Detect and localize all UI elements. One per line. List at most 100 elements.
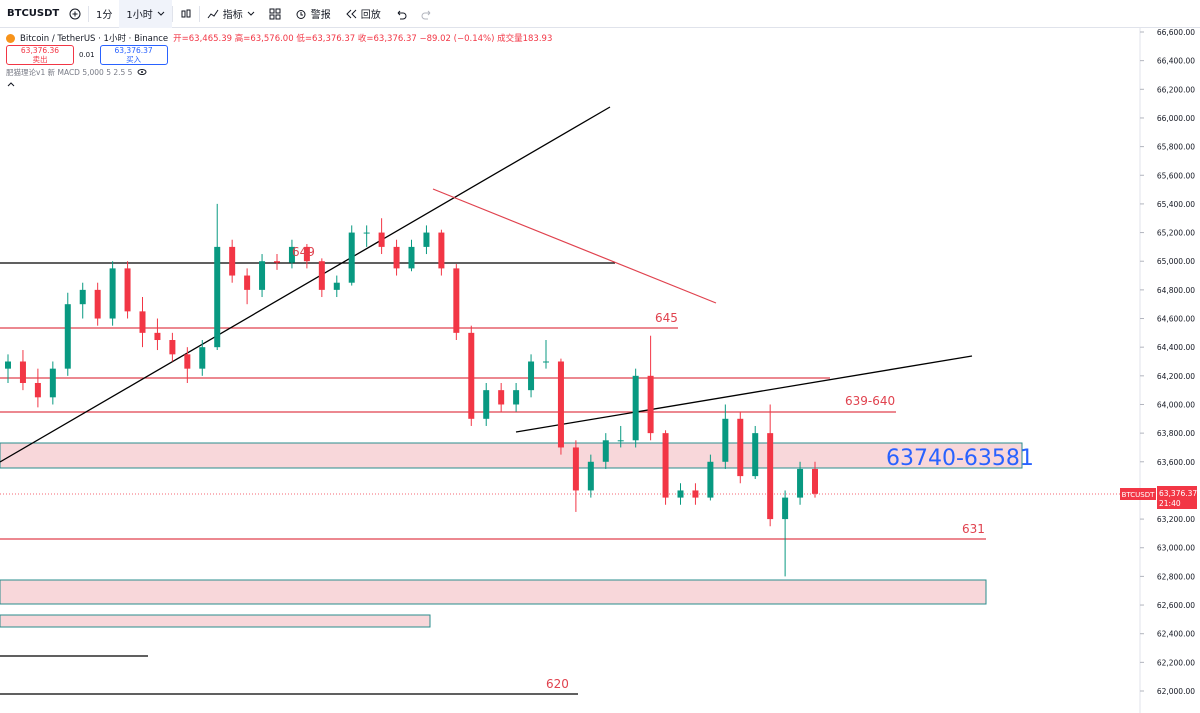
price-label: 62,600.00 — [1157, 601, 1195, 610]
indicator-icon — [207, 9, 219, 18]
indicators-button[interactable]: 指标 — [200, 0, 262, 28]
candle-body — [393, 246, 400, 269]
interval-button[interactable]: 1小时 — [119, 0, 172, 28]
candle-body — [602, 440, 609, 462]
price-label: 66,200.00 — [1157, 85, 1195, 94]
price-label: 65,600.00 — [1157, 171, 1195, 180]
spread: 0.01 — [79, 51, 95, 59]
candle-body — [692, 490, 699, 498]
zone-box — [0, 614, 431, 628]
candle-body — [707, 461, 714, 498]
label: 指标 — [222, 10, 243, 21]
candle-body — [408, 246, 415, 269]
annotation: 620 — [546, 677, 569, 691]
candle-body — [79, 289, 86, 305]
plus-icon — [69, 8, 81, 19]
candle-body — [572, 447, 579, 491]
ohlc: 开=63,465.39 高=63,576.00 低=63,376.37 收=63… — [173, 34, 553, 44]
separator — [171, 5, 173, 22]
collapse-row — [6, 78, 552, 90]
replay-icon — [346, 9, 357, 18]
countdown: 21:40 — [1159, 499, 1181, 508]
price-label: 63,600.00 — [1157, 458, 1195, 467]
candle-body — [752, 433, 759, 477]
layouts-button[interactable] — [262, 0, 288, 28]
candle-body — [722, 418, 729, 462]
candle-body — [378, 232, 385, 247]
price-label: 66,400.00 — [1157, 57, 1195, 66]
candle-body — [587, 461, 594, 491]
quote-row: 63,376.36 卖出 0.01 63,376.37 买入 — [6, 44, 552, 66]
candle-body — [543, 361, 549, 363]
chevron — [157, 11, 165, 16]
candle-body — [259, 261, 266, 290]
price-label: 65,800.00 — [1157, 143, 1195, 152]
price-label: 65,400.00 — [1157, 200, 1195, 209]
separator — [88, 5, 89, 22]
zone-label: 63740-63581 — [886, 446, 1034, 471]
candle-body — [154, 332, 161, 341]
candle-body — [423, 232, 430, 247]
undo-button[interactable] — [388, 0, 414, 28]
annotation: 639-640 — [845, 394, 895, 408]
candles — [5, 203, 818, 577]
price-label: 64,800.00 — [1157, 286, 1195, 295]
redo-button[interactable] — [414, 0, 440, 28]
price-label: 62,400.00 — [1157, 630, 1195, 639]
price-label: 65,000.00 — [1157, 257, 1195, 266]
chart-area: 649 645 639-640 63740-63581 631 620 66,6… — [0, 28, 1197, 713]
sell-button[interactable]: 63,376.36 卖出 — [6, 45, 74, 65]
eye-icon[interactable] — [137, 68, 147, 76]
candle-body — [647, 375, 654, 434]
candle-body — [737, 418, 744, 477]
candle-body — [632, 375, 639, 441]
candle-body — [124, 268, 131, 312]
price-tag — [1157, 486, 1197, 509]
interval-button[interactable]: 1分 — [89, 0, 119, 28]
price-axis: 66,600.00 66,400.00 66,200.00 66,000.00 65,8… — [1140, 28, 1195, 696]
title-row: Bitcoin / TetherUS · 1小时 · Binance 开=63,4… — [6, 32, 552, 44]
add-symbol[interactable] — [62, 0, 88, 28]
price-tag-text: 63,376.37 — [1159, 489, 1197, 498]
candle-body — [528, 361, 535, 391]
redo-icon — [421, 10, 431, 19]
buy-button[interactable]: 63,376.37 买入 — [99, 45, 168, 65]
price-label: 62,200.00 — [1157, 658, 1195, 667]
annotation: 645 — [655, 311, 678, 325]
alert-button[interactable]: 警报 — [288, 0, 338, 28]
candle-body — [513, 390, 520, 405]
symbol-tag-text: BTCUSDT — [1122, 491, 1156, 499]
price: 63,376.36 — [20, 46, 60, 55]
candle-body — [288, 246, 295, 263]
toolbar: BTCUSDT 1分 1小时 指标 警报 回放 — [0, 0, 1200, 28]
plot: 649 645 639-640 63740-63581 631 620 66,6… — [0, 28, 1197, 713]
price-label: 64,600.00 — [1157, 315, 1195, 324]
price-label: 66,000.00 — [1157, 114, 1195, 123]
symbol: BTCUSDT — [7, 8, 60, 19]
coin-icon — [6, 33, 15, 43]
trend-line — [432, 188, 717, 304]
candle-body — [483, 390, 490, 419]
candle-body — [214, 246, 221, 348]
legend: Bitcoin / TetherUS · 1小时 · Binance 开=63,4… — [6, 32, 552, 90]
symbol-search[interactable]: BTCUSDT — [0, 0, 62, 28]
candle-body — [767, 433, 774, 520]
price-label: 64,200.00 — [1157, 372, 1195, 381]
candle-body — [348, 232, 355, 283]
label: 1分 — [96, 10, 113, 21]
collapse-icon[interactable] — [6, 80, 16, 88]
label: 卖出 — [32, 55, 48, 64]
price-label: 62,800.00 — [1157, 572, 1195, 581]
candle-body — [438, 232, 445, 269]
price-label: 63,000.00 — [1157, 544, 1195, 553]
trend-line — [0, 106, 611, 463]
alarm-icon — [296, 9, 306, 19]
candle-body — [109, 268, 116, 319]
indicator: 肥猫理论v1 新 MACD 5,000 5 2.5 5 — [6, 67, 133, 77]
chart-type[interactable] — [173, 0, 199, 28]
replay-button[interactable]: 回放 — [338, 0, 388, 28]
candle-body — [303, 246, 310, 262]
chevron — [247, 11, 255, 16]
candle-body — [5, 361, 11, 369]
